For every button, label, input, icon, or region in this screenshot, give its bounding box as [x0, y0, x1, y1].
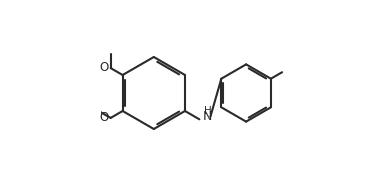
Text: N: N — [203, 110, 212, 123]
Text: O: O — [99, 61, 108, 74]
Text: O: O — [99, 111, 108, 124]
Text: H: H — [204, 106, 212, 116]
